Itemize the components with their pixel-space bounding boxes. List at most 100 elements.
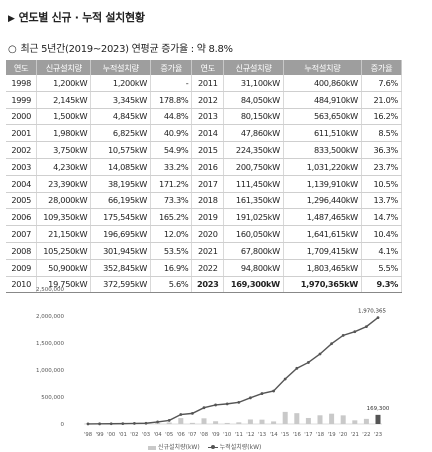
table-cell: 73.3% (150, 192, 193, 210)
y-tick-label: 500,000 (41, 395, 64, 401)
table-cell: 13.7% (361, 192, 403, 210)
line-point (283, 377, 287, 381)
line-point (295, 366, 299, 370)
line-point (330, 342, 333, 346)
table-cell: 1,641,615kW (283, 225, 362, 243)
bar (259, 419, 265, 424)
x-tick-label: '19 (327, 432, 335, 438)
table-cell: 28,000kW (36, 192, 92, 210)
line-point (156, 420, 160, 424)
y-tick-label: 2,000,000 (36, 314, 64, 320)
x-tick-label: '14 (269, 432, 278, 438)
line-point (121, 422, 125, 426)
table-cell: 16.2% (361, 108, 403, 126)
table-cell: 1,487,465kW (283, 208, 362, 227)
table-cell: 16.9% (150, 259, 193, 277)
annotation-new: 169,300 (367, 406, 390, 412)
table-cell: 2015 (191, 141, 225, 159)
bar (271, 421, 277, 424)
table-cell: 4.1% (361, 242, 403, 260)
line-point (341, 333, 345, 337)
table-row: 2000 1,500kW 4,845kW 44.8% 2013 80,150kW 563,6… (6, 108, 403, 126)
line-point (365, 325, 368, 329)
table-cell: 50,900kW (36, 259, 92, 277)
table-cell: 9.3% (361, 276, 403, 294)
installation-table: 연도 신규설치량 누적설치량 증가율 연도 신규설치량 누적설치량 증가율 19… (6, 60, 403, 294)
table-cell: 80,150kW (223, 108, 284, 126)
table-cell: 224,350kW (223, 141, 284, 159)
line-point (376, 316, 380, 320)
column-header: 신규설치량 (223, 60, 284, 75)
table-cell: 2012 (191, 91, 225, 109)
table-cell: 611,510kW (283, 124, 362, 143)
table-cell: 178.8% (150, 91, 193, 109)
triangle-icon: ▶ (8, 14, 15, 24)
table-cell: 2000 (6, 108, 38, 126)
x-tick-label: '07 (188, 432, 196, 438)
bar (329, 413, 335, 424)
table-cell: 2023 (191, 276, 225, 294)
circle-bullet-icon: ○ (8, 44, 17, 55)
table-row: 2003 4,230kW 14,085kW 33.2% 2016 200,750kW 1,0… (6, 158, 403, 176)
table-row: 2002 3,750kW 10,575kW 54.9% 2015 224,350kW 833… (6, 141, 403, 159)
line-point (86, 422, 90, 426)
column-header: 누적설치량 (283, 60, 362, 75)
cumulative-line (87, 317, 379, 425)
table-cell: 833,500kW (283, 141, 362, 159)
x-tick-label: '10 (223, 432, 232, 438)
bar (155, 422, 161, 424)
table-cell: 484,910kW (283, 91, 362, 109)
table-cell: 2020 (191, 225, 225, 243)
table-cell: 400,860kW (283, 75, 362, 92)
column-header: 증가율 (361, 60, 403, 75)
bar (201, 418, 207, 424)
bar-swatch-icon (148, 445, 156, 450)
column-header: 증가율 (150, 60, 193, 75)
table-cell: 111,450kW (223, 175, 284, 193)
table-cell: 2010 (6, 276, 38, 294)
table-cell: 171.2% (150, 175, 193, 193)
table-row: 2005 28,000kW 66,195kW 73.3% 2018 161,350kW 1,… (6, 192, 403, 210)
table-cell: 109,350kW (36, 208, 92, 227)
x-tick-label: '99 (95, 432, 103, 438)
table-cell: 1,803,465kW (283, 259, 362, 277)
line-point (307, 361, 310, 364)
table-cell: 44.8% (150, 108, 193, 126)
table-cell: 84,050kW (223, 91, 284, 109)
table-cell: 200,750kW (223, 158, 284, 176)
bar (294, 413, 300, 424)
table-cell: 23,390kW (36, 175, 92, 193)
table-cell: 47,860kW (223, 124, 284, 143)
table-cell: 1,139,910kW (283, 175, 362, 193)
legend-label-cumulative: 누적설치량(kW) (219, 444, 262, 451)
annotation-cumulative: 1,970,365 (358, 309, 386, 315)
bar (363, 418, 369, 424)
section-subtitle: ○ 최근 5년간(2019~2023) 연평균 증가율 : 약 8.8% (8, 40, 233, 55)
table-cell: 2013 (191, 108, 225, 126)
bar (375, 414, 381, 424)
table-cell: - (150, 75, 193, 92)
legend-label-new: 신규설치량(kW) (158, 444, 200, 451)
x-tick-label: '15 (281, 432, 289, 438)
line-point (179, 413, 183, 416)
table-cell: 2018 (191, 192, 225, 210)
bar (340, 415, 346, 424)
line-point (109, 422, 113, 426)
table-cell: 21.0% (361, 91, 403, 109)
table-cell: 5.5% (361, 259, 403, 277)
bar (178, 418, 184, 424)
section-title-text: 연도별 신규 · 누적 설치현황 (18, 11, 145, 24)
table-cell: 2006 (6, 208, 38, 227)
x-tick-label: '05 (165, 432, 173, 438)
line-point (144, 421, 148, 425)
bar (213, 421, 219, 424)
table-cell: 2005 (6, 192, 38, 210)
y-tick-label: 1,500,000 (36, 341, 64, 347)
table-cell: 2021 (191, 242, 225, 260)
table-cell: 12.0% (150, 225, 193, 243)
table-cell: 160,050kW (223, 225, 284, 243)
table-cell: 1,500kW (36, 108, 92, 126)
table-row: 2006 109,350kW 175,545kW 165.2% 2019 191,025k… (6, 208, 403, 227)
table-cell: 1998 (6, 75, 38, 92)
line-point (225, 402, 229, 406)
